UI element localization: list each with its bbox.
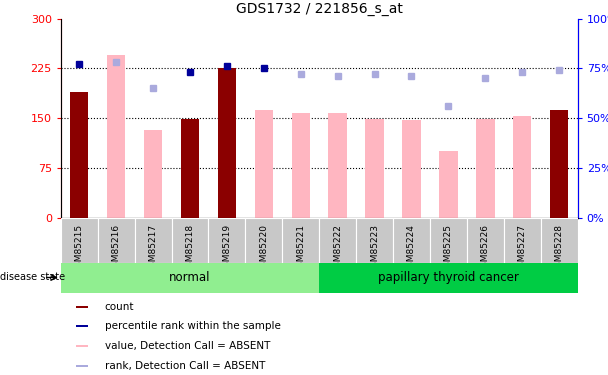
Bar xyxy=(476,120,494,218)
Text: papillary thyroid cancer: papillary thyroid cancer xyxy=(378,271,519,284)
Bar xyxy=(107,55,125,217)
Bar xyxy=(282,217,319,262)
Bar xyxy=(77,365,88,367)
Bar xyxy=(513,116,531,218)
Text: GSM85224: GSM85224 xyxy=(407,224,416,273)
Bar xyxy=(77,345,88,347)
Bar xyxy=(402,120,421,218)
Bar xyxy=(356,217,393,262)
Bar xyxy=(246,217,282,262)
Text: GSM85221: GSM85221 xyxy=(296,224,305,273)
Bar xyxy=(439,151,458,217)
Bar xyxy=(319,217,356,262)
Bar xyxy=(61,217,98,262)
Bar xyxy=(328,114,347,218)
Text: value, Detection Call = ABSENT: value, Detection Call = ABSENT xyxy=(105,341,270,351)
Text: GSM85222: GSM85222 xyxy=(333,224,342,273)
Bar xyxy=(365,119,384,218)
Text: GSM85226: GSM85226 xyxy=(481,224,490,273)
Text: GSM85218: GSM85218 xyxy=(185,224,195,273)
Text: GSM85216: GSM85216 xyxy=(112,224,120,273)
Bar xyxy=(209,217,246,262)
Text: GSM85219: GSM85219 xyxy=(223,224,232,273)
Bar xyxy=(255,110,273,218)
Bar xyxy=(291,113,310,218)
Text: GSM85228: GSM85228 xyxy=(554,224,564,273)
Bar xyxy=(98,217,134,262)
Bar xyxy=(77,326,88,327)
Bar xyxy=(70,92,89,218)
Title: GDS1732 / 221856_s_at: GDS1732 / 221856_s_at xyxy=(236,2,402,16)
Bar xyxy=(550,110,568,218)
Bar xyxy=(430,217,467,262)
Text: disease state: disease state xyxy=(0,273,65,282)
Bar xyxy=(77,306,88,308)
Bar xyxy=(467,217,504,262)
Text: percentile rank within the sample: percentile rank within the sample xyxy=(105,321,281,332)
Text: GSM85217: GSM85217 xyxy=(148,224,157,273)
Bar xyxy=(171,217,209,262)
Text: GSM85215: GSM85215 xyxy=(75,224,84,273)
Text: GSM85227: GSM85227 xyxy=(518,224,527,273)
Bar xyxy=(541,217,578,262)
Text: rank, Detection Call = ABSENT: rank, Detection Call = ABSENT xyxy=(105,361,265,371)
Text: GSM85220: GSM85220 xyxy=(260,224,268,273)
Text: GSM85225: GSM85225 xyxy=(444,224,453,273)
Bar xyxy=(393,217,430,262)
Bar xyxy=(134,217,171,262)
Bar xyxy=(319,262,578,292)
Bar xyxy=(504,217,541,262)
Text: GSM85223: GSM85223 xyxy=(370,224,379,273)
Text: count: count xyxy=(105,302,134,312)
Bar xyxy=(144,130,162,218)
Bar xyxy=(181,120,199,218)
Bar xyxy=(61,262,319,292)
Text: normal: normal xyxy=(169,271,211,284)
Bar xyxy=(218,68,236,218)
